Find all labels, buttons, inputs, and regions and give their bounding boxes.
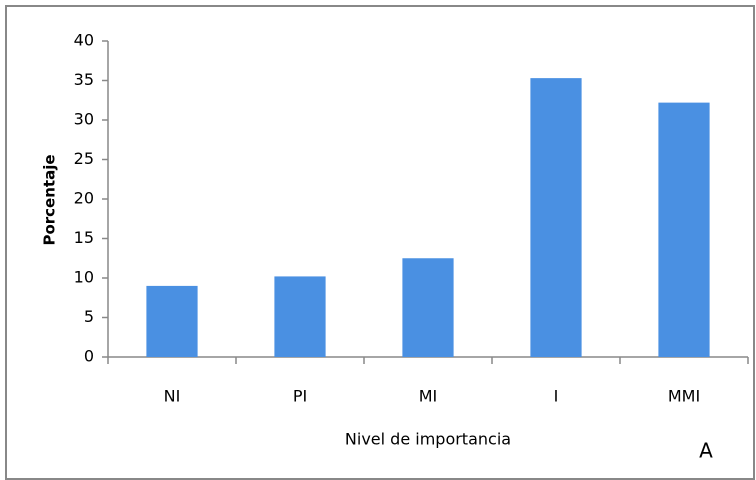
y-tick-label: 20 (74, 189, 94, 208)
bar (146, 285, 198, 357)
bar (402, 258, 454, 357)
y-axis-label: Porcentaje (41, 154, 59, 245)
x-tick-label: NI (164, 387, 181, 406)
x-tick-label: MMI (668, 387, 700, 406)
bar (274, 276, 326, 357)
y-tick-label: 40 (74, 31, 94, 50)
x-tick-label: MI (419, 387, 438, 406)
y-tick-label: 30 (74, 110, 94, 129)
bar (530, 78, 582, 357)
x-tick-label: I (554, 387, 559, 406)
y-tick-label: 25 (74, 149, 94, 168)
y-tick-label: 35 (74, 70, 94, 89)
x-tick-label: PI (293, 387, 307, 406)
x-axis-label: Nivel de importancia (345, 430, 511, 449)
y-tick-label: 5 (84, 307, 94, 326)
annotation: A (699, 439, 713, 463)
y-tick-label: 10 (74, 268, 94, 287)
bar (658, 102, 710, 358)
y-tick-label: 15 (74, 228, 94, 247)
y-tick-label: 0 (84, 347, 94, 366)
chart-frame (5, 5, 755, 480)
